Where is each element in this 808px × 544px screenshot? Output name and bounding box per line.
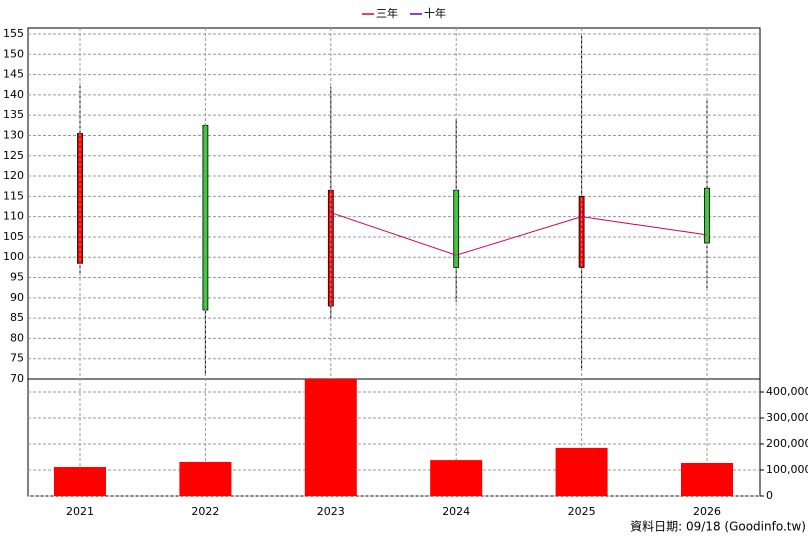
y-tick-label: 120: [3, 169, 24, 182]
x-tick-label: 2023: [317, 505, 345, 518]
y-tick-label: 145: [3, 68, 24, 81]
x-tick-label: 2022: [191, 505, 219, 518]
bar: [304, 379, 357, 496]
y-tick-label: 140: [3, 88, 24, 101]
x-tick-label: 2024: [442, 505, 470, 518]
legend-label: 三年: [376, 6, 398, 20]
bar: [54, 467, 106, 496]
bar: [179, 461, 232, 496]
y-tick-label: 100: [3, 250, 24, 263]
x-tick-label: 2026: [693, 505, 721, 518]
y-tick-label: 75: [10, 352, 24, 365]
y-tick-label: 150: [3, 47, 24, 60]
legend-label: 十年: [424, 6, 446, 20]
y-tick-label: 70: [10, 372, 24, 385]
y2-tick-label: 0: [766, 489, 773, 502]
y-tick-label: 80: [10, 331, 24, 344]
footer: 資料日期: 09/18 (Goodinfo.tw): [630, 520, 806, 534]
y-tick-label: 130: [3, 128, 24, 141]
y2-tick-label: 200,000: [766, 437, 808, 450]
candle-body: [578, 195, 585, 268]
y2-tick-label: 100,000: [766, 463, 808, 476]
bar: [681, 462, 733, 496]
y-tick-label: 115: [3, 189, 24, 202]
y-tick-label: 90: [10, 291, 24, 304]
y-tick-label: 105: [3, 230, 24, 243]
y2-tick-label: 400,000: [766, 385, 808, 398]
y-tick-label: 125: [3, 149, 24, 162]
x-tick-label: 2025: [568, 505, 596, 518]
plot-frame: [27, 27, 761, 497]
x-tick-label: 2021: [66, 505, 94, 518]
line-series: [330, 212, 708, 256]
y-tick-label: 155: [3, 27, 24, 40]
y2-tick-label: 300,000: [766, 411, 808, 424]
y-tick-label: 135: [3, 108, 24, 121]
bar: [430, 460, 483, 496]
y-tick-label: 95: [10, 271, 24, 284]
bar: [555, 447, 608, 496]
y-tick-label: 85: [10, 311, 24, 324]
y-tick-label: 110: [3, 210, 24, 223]
